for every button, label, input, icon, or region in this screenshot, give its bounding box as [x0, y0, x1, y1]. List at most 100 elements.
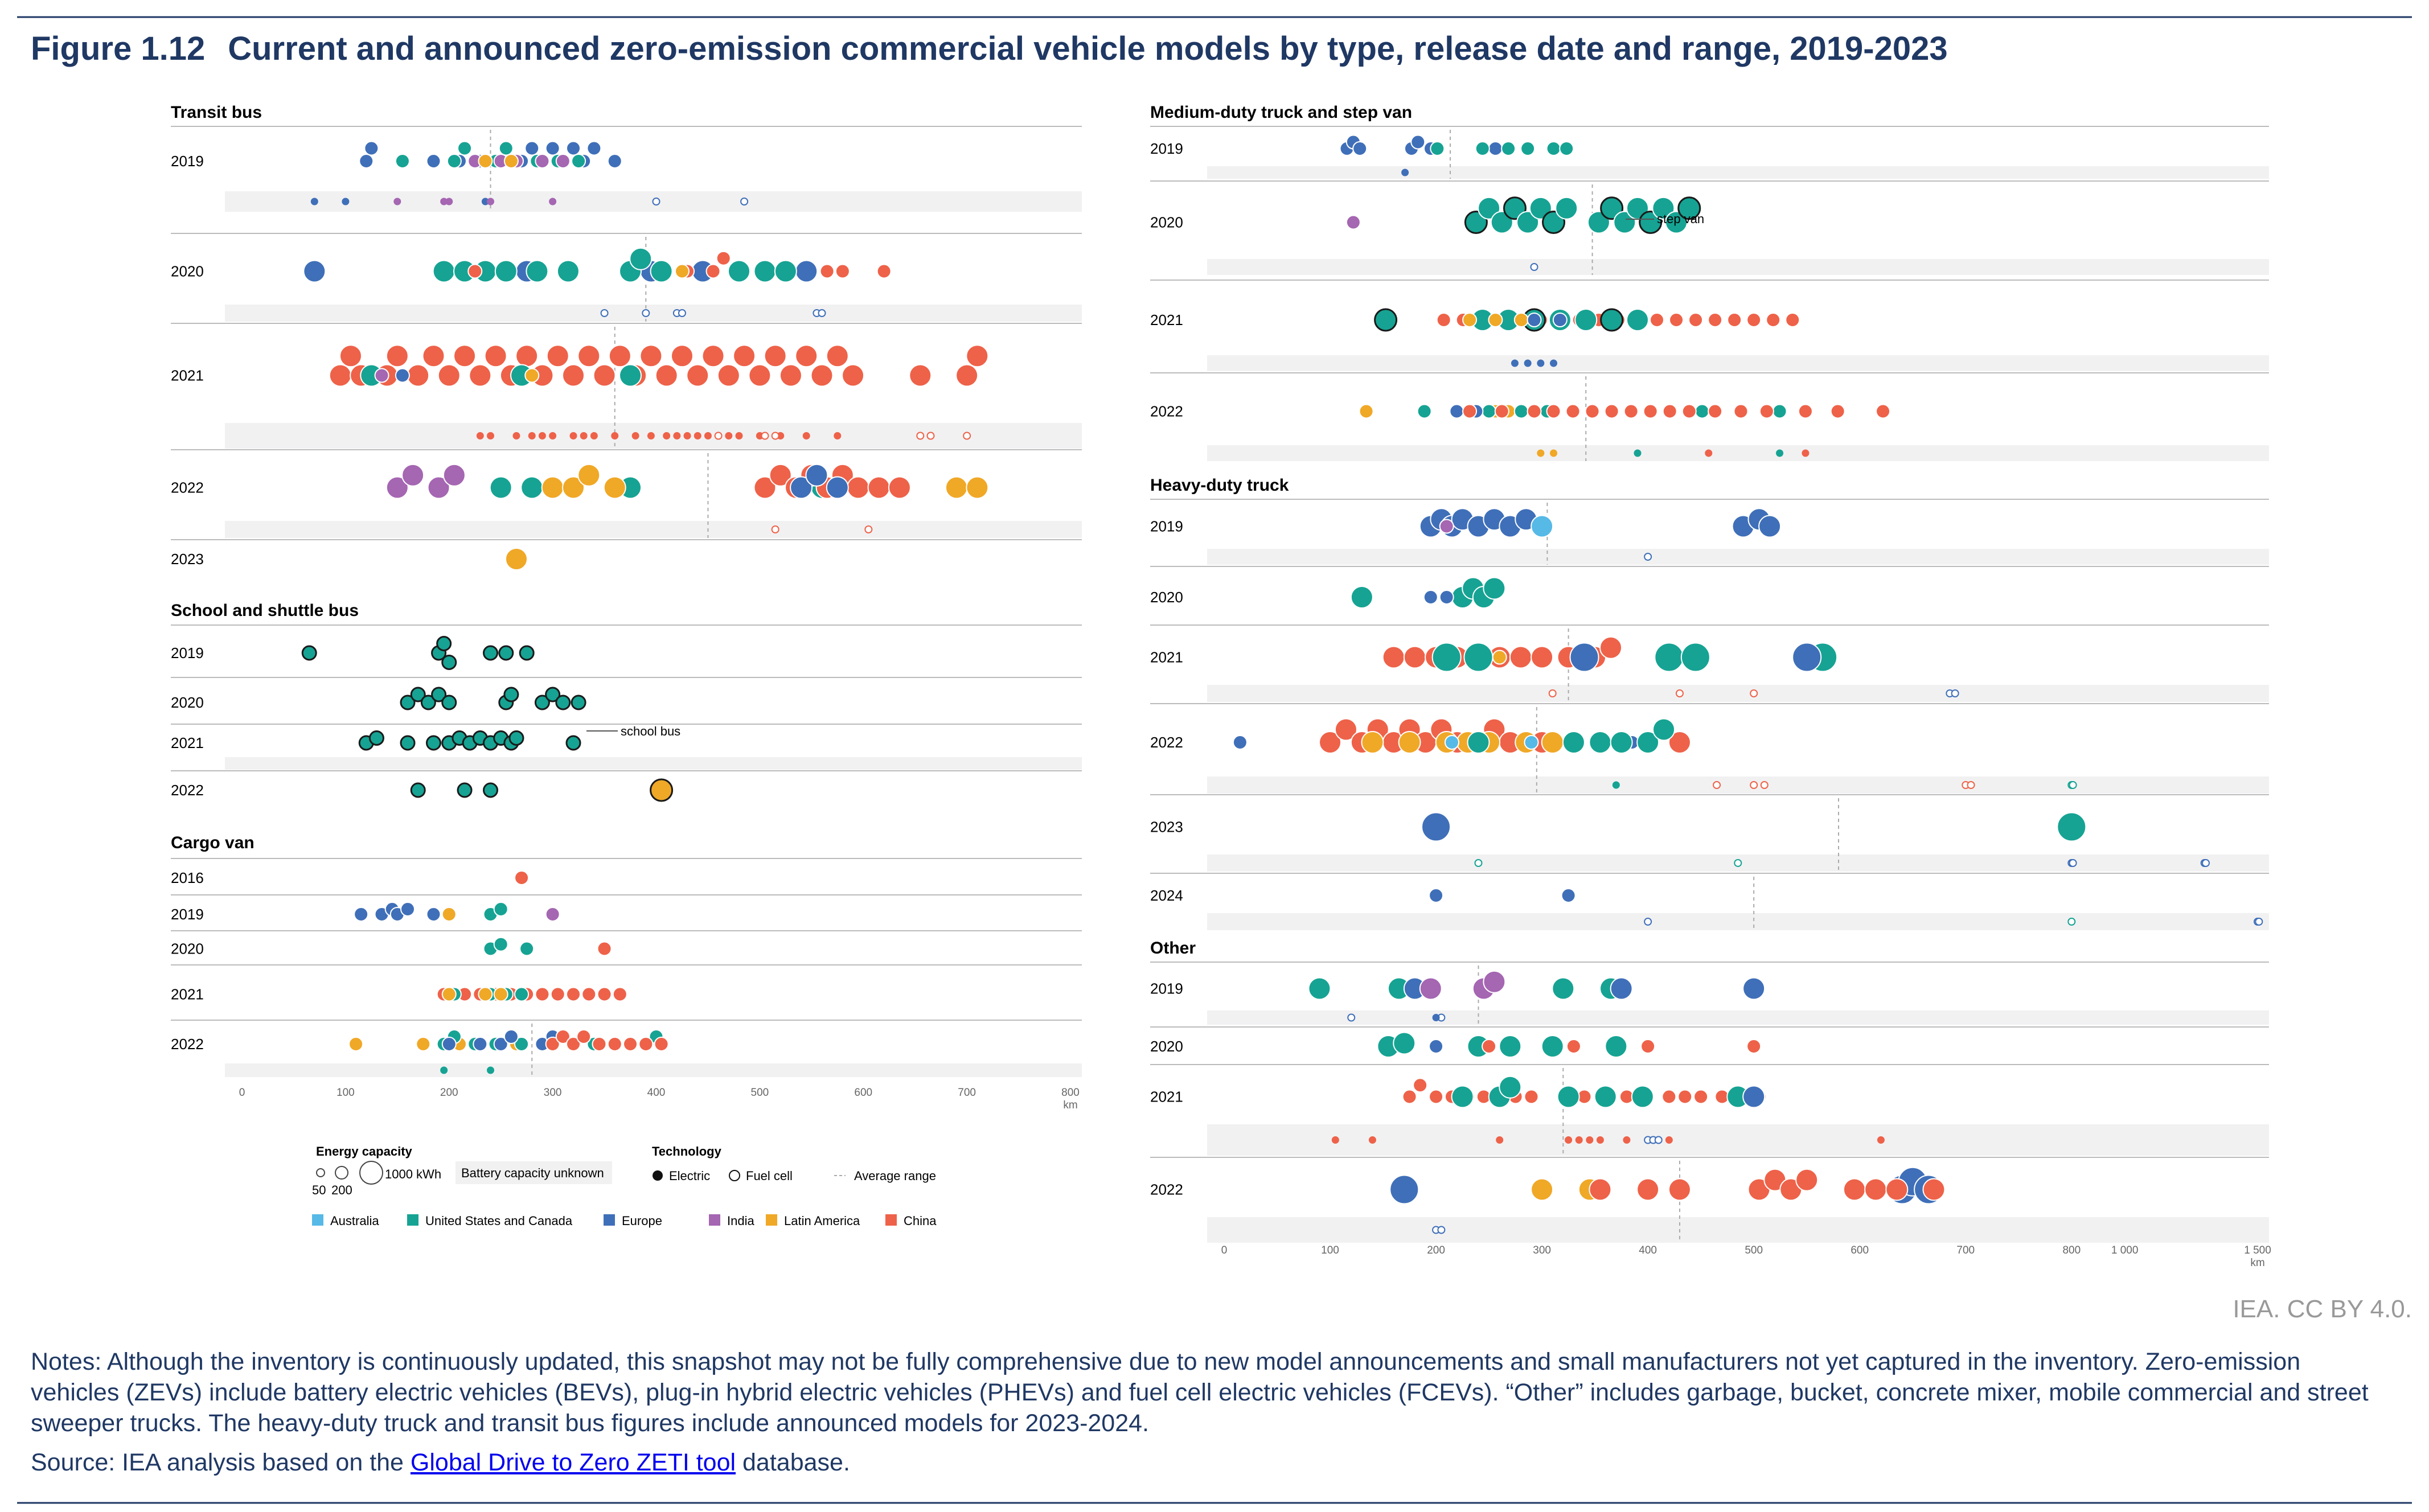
data-point — [701, 344, 725, 368]
unknown-capacity-point — [652, 198, 660, 206]
unknown-capacity-point — [476, 432, 484, 439]
unknown-capacity-point — [1401, 169, 1409, 176]
data-point — [1759, 404, 1774, 419]
data-point — [1708, 404, 1723, 419]
data-point — [1527, 313, 1542, 327]
unknown-capacity-point — [631, 432, 639, 439]
data-point — [457, 141, 473, 156]
unknown-band — [1207, 355, 2269, 371]
unknown-capacity-point — [487, 432, 494, 439]
data-point — [705, 264, 721, 279]
data-point — [556, 260, 580, 283]
data-point — [1232, 735, 1248, 750]
unknown-capacity-point — [310, 198, 318, 206]
tick-label: 800 — [2062, 1244, 2081, 1256]
data-point — [1843, 1178, 1866, 1201]
row-label: 2019 — [1150, 140, 1183, 157]
data-point — [1483, 970, 1506, 993]
tick-label: 0 — [239, 1087, 245, 1099]
data-point — [566, 987, 581, 1002]
data-point — [545, 687, 561, 702]
unknown-band — [1207, 259, 2269, 275]
data-point — [494, 260, 518, 283]
data-point — [1467, 731, 1490, 754]
data-point — [503, 1029, 519, 1045]
data-point — [339, 344, 362, 368]
data-point — [1559, 141, 1574, 156]
data-point — [541, 476, 564, 499]
data-point — [1652, 196, 1675, 220]
data-point — [498, 645, 514, 661]
unknown-capacity-point — [771, 432, 779, 440]
row-2020: 2020 — [1150, 566, 2269, 609]
data-point — [441, 654, 457, 670]
data-point — [473, 1037, 488, 1051]
data-point — [629, 247, 653, 270]
row-2019: 2019 — [171, 624, 1082, 670]
row-2022: 2022 — [1150, 1157, 2269, 1243]
data-point — [483, 782, 498, 798]
source-link[interactable]: Global Drive to Zero ZETI tool — [410, 1449, 736, 1476]
data-point — [416, 1037, 431, 1051]
data-point — [493, 902, 508, 917]
data-point — [1382, 646, 1405, 669]
unknown-capacity-point — [1550, 359, 1558, 367]
data-point — [1708, 313, 1723, 327]
tick-label: 400 — [1639, 1244, 1657, 1256]
data-point — [493, 987, 508, 1002]
data-point — [410, 782, 426, 798]
data-point — [779, 364, 802, 387]
data-point — [545, 1037, 560, 1051]
row-label: 2022 — [171, 782, 204, 799]
data-point — [555, 154, 571, 169]
unknown-band — [1207, 1124, 2269, 1156]
row-label: 2022 — [1150, 1181, 1183, 1198]
unknown-capacity-point — [1612, 781, 1620, 789]
data-point — [514, 987, 530, 1002]
fuel-cell-label: Fuel cell — [746, 1169, 793, 1183]
unknown-capacity-point — [1437, 1226, 1446, 1234]
data-point — [1661, 1089, 1677, 1104]
data-point — [810, 364, 834, 387]
row-2022: 2022 — [1150, 703, 2269, 794]
row-label: 2019 — [1150, 518, 1183, 535]
unknown-capacity-point — [834, 432, 842, 439]
data-point — [826, 344, 849, 368]
legend-region-0: Australia — [312, 1214, 379, 1228]
data-point — [1520, 141, 1536, 156]
data-point — [400, 735, 416, 751]
row-2023: 2023 — [171, 539, 1082, 570]
data-point — [638, 1037, 654, 1051]
data-point — [566, 1037, 581, 1051]
data-point — [1478, 196, 1501, 220]
panel-title: Transit bus — [171, 103, 262, 122]
data-point — [1792, 642, 1822, 672]
source-suffix: database. — [736, 1449, 850, 1476]
data-point — [1557, 1085, 1580, 1108]
data-point — [534, 695, 550, 710]
region-label: China — [904, 1214, 937, 1228]
data-point — [1513, 404, 1529, 419]
unknown-capacity-point — [1877, 1136, 1885, 1144]
unknown-capacity-point — [1675, 689, 1684, 697]
data-point — [484, 344, 507, 368]
unknown-capacity-point — [549, 432, 557, 439]
data-point — [1308, 977, 1331, 1000]
data-point — [1389, 1174, 1419, 1205]
unknown-capacity-point — [1524, 359, 1532, 367]
row-2020: 2020 — [1150, 1026, 2269, 1058]
data-point — [603, 476, 626, 499]
data-point — [441, 987, 457, 1002]
data-point — [607, 1037, 622, 1051]
data-point — [1693, 1089, 1709, 1104]
data-point — [1604, 404, 1619, 419]
unknown-capacity-point — [1586, 1136, 1594, 1144]
panel-1: School and shuttle bus 2019 2020 2021 2022 — [171, 601, 1082, 802]
data-point — [1546, 404, 1561, 419]
data-point — [1463, 642, 1493, 672]
panel-title: Medium-duty truck and step van — [1150, 103, 1412, 122]
region-swatch — [407, 1214, 418, 1226]
data-point — [1334, 718, 1357, 741]
row-2024: 2024 — [1150, 873, 2269, 930]
data-point — [478, 987, 493, 1002]
